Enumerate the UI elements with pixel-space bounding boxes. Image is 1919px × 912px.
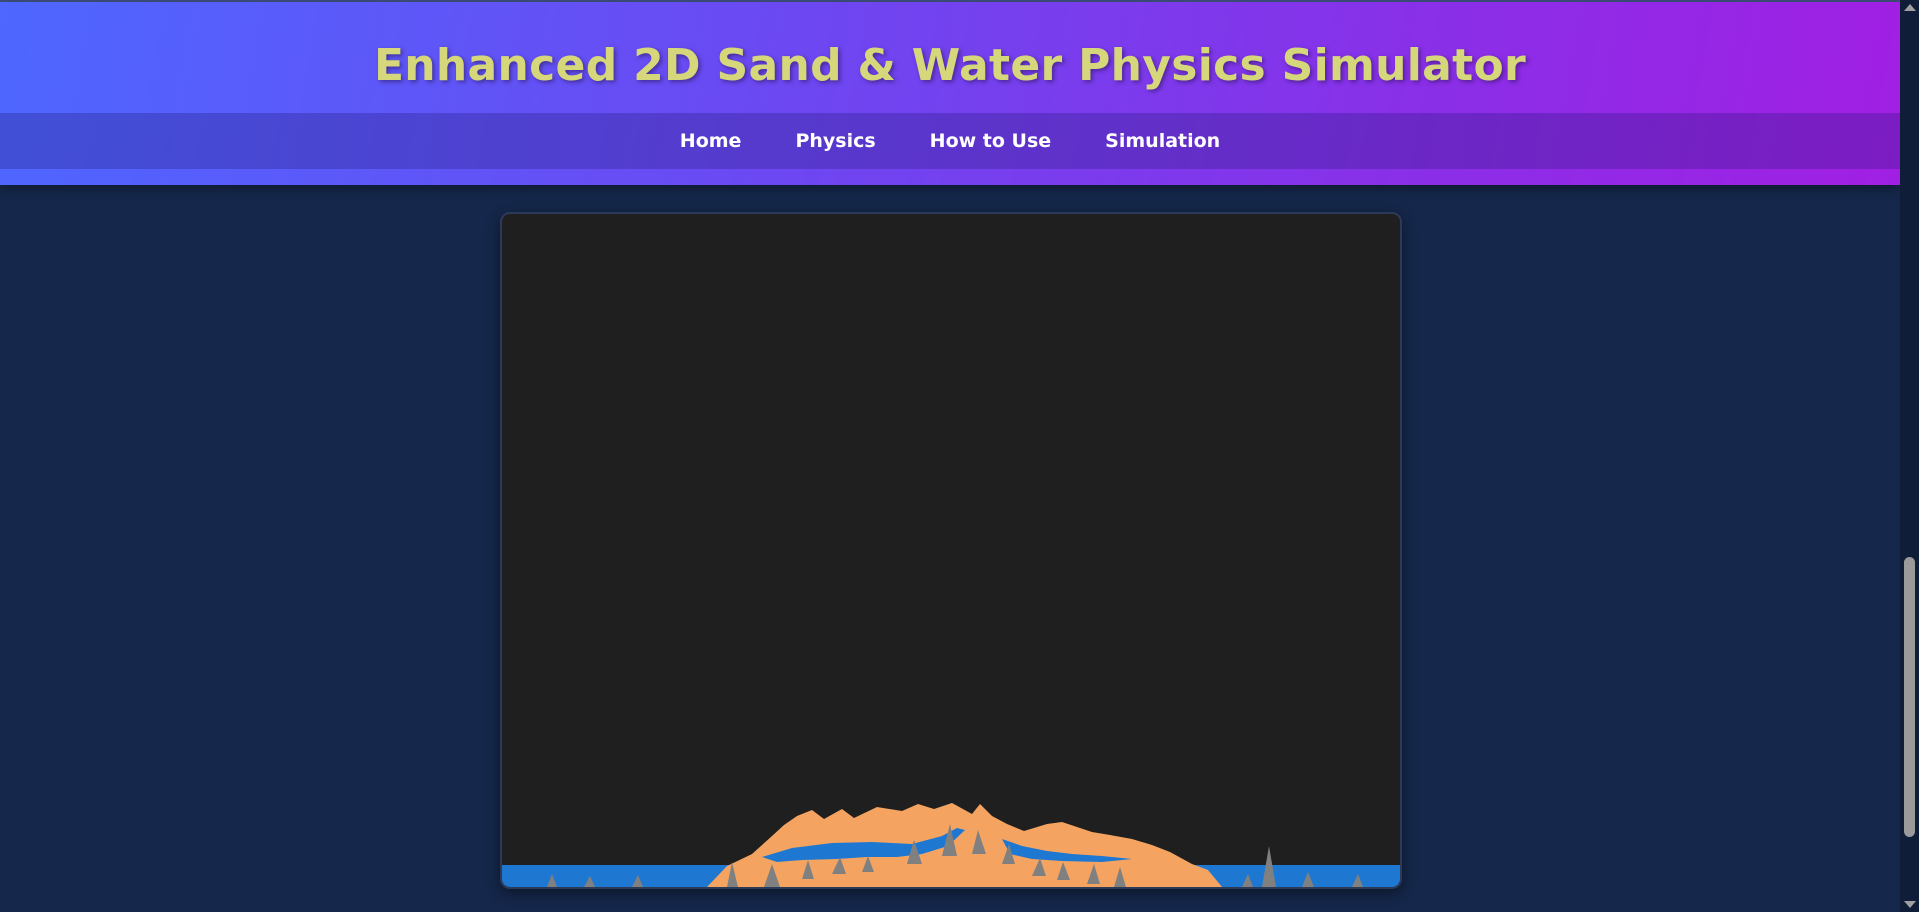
main-nav: Home Physics How to Use Simulation — [0, 113, 1900, 169]
page-scrollbar[interactable] — [1900, 0, 1919, 912]
simulation-canvas[interactable] — [500, 212, 1402, 889]
nav-how-to-use[interactable]: How to Use — [929, 130, 1052, 152]
scrollbar-thumb[interactable] — [1904, 557, 1915, 837]
site-header: Enhanced 2D Sand & Water Physics Simulat… — [0, 2, 1900, 185]
nav-home[interactable]: Home — [679, 130, 742, 152]
simulation-scene — [502, 803, 1400, 887]
stone-particles — [547, 824, 1363, 887]
nav-physics[interactable]: Physics — [795, 130, 876, 152]
scroll-down-icon[interactable] — [1904, 901, 1916, 908]
top-border — [0, 0, 1900, 2]
nav-simulation[interactable]: Simulation — [1105, 130, 1221, 152]
scroll-up-icon[interactable] — [1904, 4, 1916, 11]
water-pocket-right — [1002, 839, 1132, 862]
sand-mound — [707, 803, 1222, 887]
page-title: Enhanced 2D Sand & Water Physics Simulat… — [373, 40, 1527, 91]
